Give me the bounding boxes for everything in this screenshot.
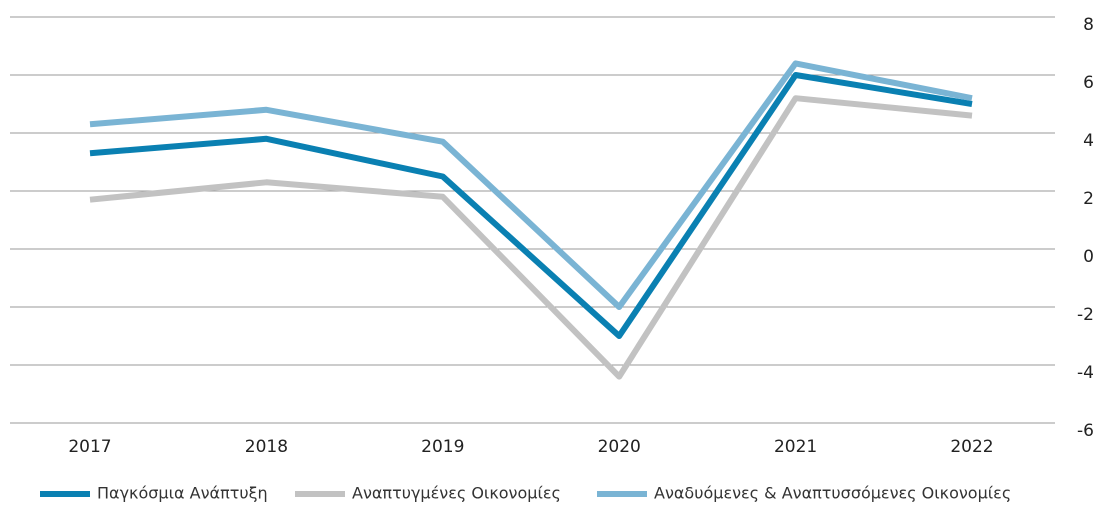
y-tick-label: -6 — [1077, 421, 1094, 441]
x-tick-label: 2019 — [421, 437, 464, 457]
y-tick-label: 6 — [1083, 73, 1094, 93]
legend-label: Αναδυόμενες & Αναπτυσσόμενες Οικονομίες — [654, 484, 1011, 503]
series-line — [89, 72, 973, 339]
series-line — [89, 60, 973, 310]
y-tick-label: 8 — [1083, 15, 1094, 35]
x-tick-label: 2021 — [774, 437, 817, 457]
y-tick-label: 0 — [1083, 247, 1094, 267]
legend: Παγκόσμια Ανάπτυξη Αναπτυγμένες Οικονομίε… — [40, 484, 1011, 503]
x-tick-label: 2020 — [598, 437, 641, 457]
y-tick-label: 2 — [1083, 189, 1094, 209]
legend-label: Παγκόσμια Ανάπτυξη — [97, 484, 268, 503]
y-tick-label: -2 — [1077, 305, 1094, 325]
x-tick-label: 2022 — [950, 437, 993, 457]
y-tick-label: 4 — [1083, 131, 1094, 151]
x-tick-label: 2018 — [245, 437, 288, 457]
x-tick-label: 2017 — [68, 437, 111, 457]
legend-label: Αναπτυγμένες Οικονομίες — [352, 484, 561, 503]
series-line — [89, 95, 973, 380]
y-tick-label: -4 — [1077, 363, 1094, 383]
